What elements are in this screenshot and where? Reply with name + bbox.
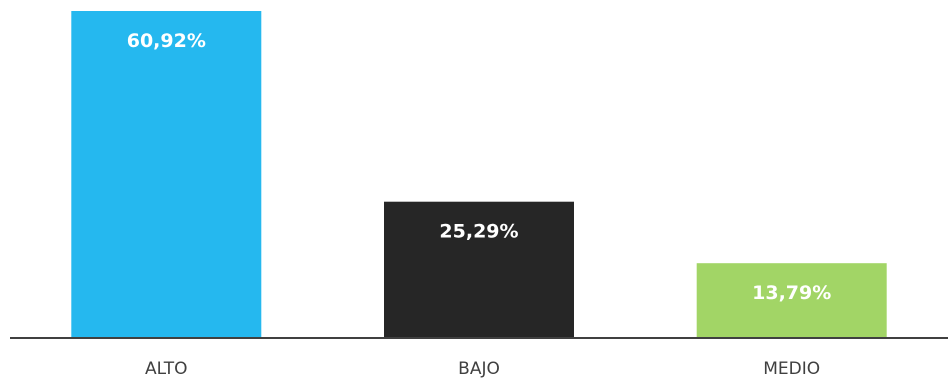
data-label-medio: 13,79% — [752, 282, 831, 304]
bar-bajo — [384, 201, 574, 337]
bar-medio — [696, 263, 887, 337]
data-label-bajo: 25,29% — [439, 221, 518, 243]
value-labels-group: 60,92% 25,29% 13,79% — [127, 30, 832, 304]
category-label-bajo: BAJO — [458, 359, 500, 379]
category-label-alto: ALTO — [145, 359, 188, 379]
bar-alto — [71, 11, 262, 337]
data-label-alto: 60,92% — [127, 30, 206, 52]
category-label-medio: MEDIO — [763, 359, 820, 379]
category-labels-group: ALTO BAJO MEDIO — [145, 359, 820, 379]
bars-group — [71, 11, 887, 337]
